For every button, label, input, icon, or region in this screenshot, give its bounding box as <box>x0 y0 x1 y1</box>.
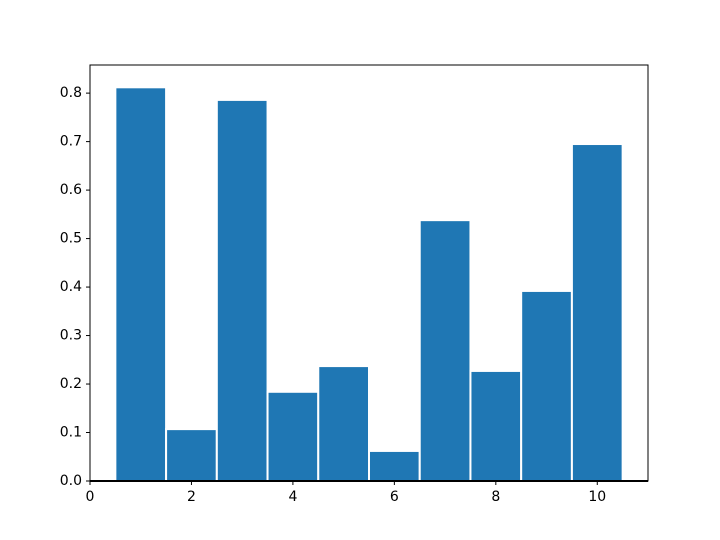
x-tick-label: 6 <box>390 489 399 505</box>
bar <box>266 390 320 482</box>
y-tick-label: 0.1 <box>60 425 82 441</box>
x-tick-label: 0 <box>86 489 95 505</box>
y-tick-label: 0.7 <box>60 134 82 150</box>
bar <box>469 369 523 482</box>
bar <box>114 86 168 482</box>
x-tick-label: 2 <box>187 489 196 505</box>
bar <box>418 219 472 482</box>
bar <box>520 289 573 482</box>
y-tick-label: 0.0 <box>60 473 82 489</box>
y-tick-label: 0.6 <box>60 182 82 198</box>
bar <box>215 98 269 482</box>
x-tick-label: 8 <box>491 489 500 505</box>
y-tick-label: 0.4 <box>60 279 82 295</box>
bar <box>165 428 218 483</box>
bar <box>368 449 421 482</box>
y-tick-label: 0.3 <box>60 328 82 344</box>
x-tick-label: 10 <box>588 489 606 505</box>
y-tick-label: 0.2 <box>60 376 82 392</box>
x-tick-label: 4 <box>288 489 297 505</box>
bar <box>570 143 624 482</box>
y-tick-label: 0.8 <box>60 85 82 101</box>
bar <box>317 365 371 482</box>
y-tick-label: 0.5 <box>60 231 82 247</box>
